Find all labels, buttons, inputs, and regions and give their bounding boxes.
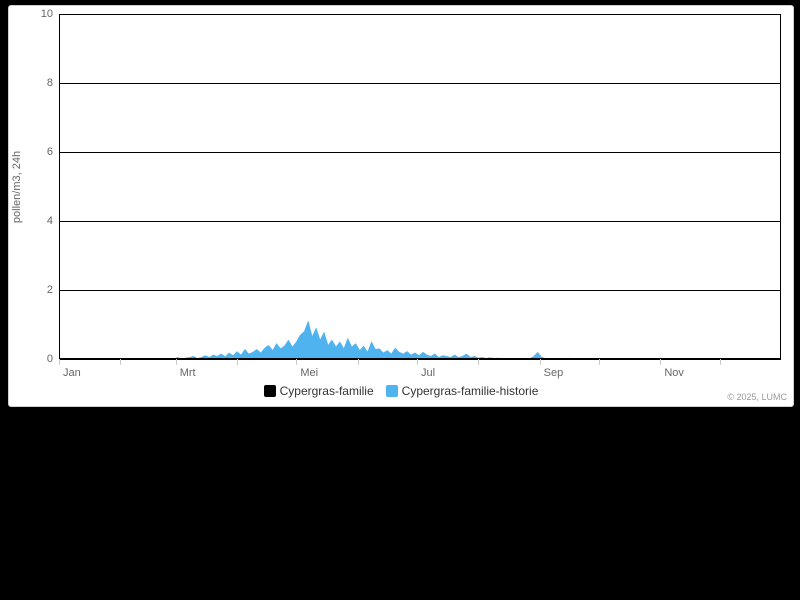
legend-item[interactable]: Cypergras-familie-historie [386,384,539,398]
x-major-tick [176,359,177,365]
y-tick-label: 4 [47,215,53,227]
y-tick-label: 0 [47,353,53,365]
plot-area: 0246810JanMrtMeiJulSepNov [59,14,781,359]
x-tick-label: Nov [664,367,684,379]
credits-text: © 2025, LUMC [727,392,787,402]
x-minor-tick [120,359,121,365]
y-tick-label: 2 [47,284,53,296]
x-minor-tick [599,359,600,365]
y-axis-title: pollen/m3, 24h [11,150,23,222]
gridline [59,14,781,15]
gridline [59,359,781,360]
gridline [59,221,781,222]
gridline [59,152,781,153]
x-major-tick [660,359,661,365]
x-tick-label: Sep [544,367,564,379]
y-tick-label: 6 [47,146,53,158]
gridline [59,290,781,291]
area-series-svg [59,14,781,359]
x-major-tick [59,359,60,365]
x-minor-tick [720,359,721,365]
x-tick-label: Mrt [180,367,196,379]
x-minor-tick [478,359,479,365]
x-major-tick [540,359,541,365]
legend-label: Cypergras-familie-historie [402,384,539,398]
x-major-tick [296,359,297,365]
chart-card: pollen/m3, 24h 0246810JanMrtMeiJulSepNov… [8,5,794,407]
gridline [59,83,781,84]
legend-item[interactable]: Cypergras-familie [264,384,374,398]
x-major-tick [417,359,418,365]
x-tick-label: Jan [63,367,81,379]
x-minor-tick [358,359,359,365]
y-tick-label: 10 [41,8,53,20]
area-series [174,321,583,359]
legend-swatch [386,385,398,397]
y-tick-label: 8 [47,77,53,89]
legend-label: Cypergras-familie [280,384,374,398]
legend-swatch [264,385,276,397]
x-minor-tick [237,359,238,365]
x-tick-label: Jul [421,367,435,379]
x-tick-label: Mei [300,367,318,379]
legend: Cypergras-familie Cypergras-familie-histo… [9,384,793,400]
